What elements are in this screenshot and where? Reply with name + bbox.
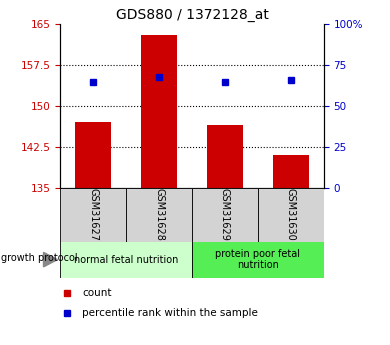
Text: GSM31630: GSM31630 xyxy=(286,188,296,241)
Polygon shape xyxy=(44,252,57,267)
Bar xyxy=(192,188,258,241)
Bar xyxy=(258,188,324,241)
Bar xyxy=(141,35,177,188)
Bar xyxy=(60,241,192,278)
Text: count: count xyxy=(82,288,112,298)
Bar xyxy=(207,125,243,188)
Bar xyxy=(126,188,192,241)
Text: percentile rank within the sample: percentile rank within the sample xyxy=(82,308,258,318)
Bar xyxy=(75,122,112,188)
Text: normal fetal nutrition: normal fetal nutrition xyxy=(74,255,179,265)
Bar xyxy=(273,155,309,188)
Text: growth protocol: growth protocol xyxy=(1,253,78,263)
Bar xyxy=(60,188,126,241)
Text: protein poor fetal
nutrition: protein poor fetal nutrition xyxy=(215,249,300,270)
Text: GSM31629: GSM31629 xyxy=(220,188,230,241)
Text: GSM31628: GSM31628 xyxy=(154,188,164,241)
Title: GDS880 / 1372128_at: GDS880 / 1372128_at xyxy=(116,8,268,22)
Bar xyxy=(192,241,324,278)
Text: GSM31627: GSM31627 xyxy=(89,188,98,241)
